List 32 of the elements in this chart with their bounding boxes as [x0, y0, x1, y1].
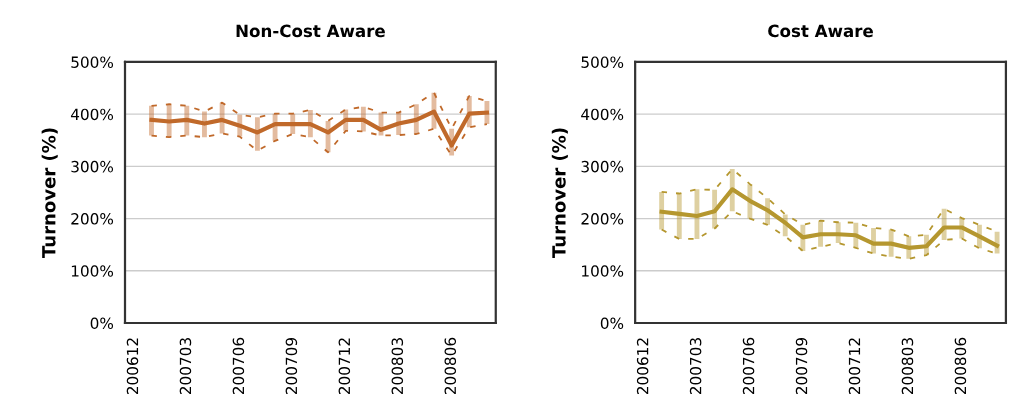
x-tick-label: 200612: [636, 338, 649, 395]
x-tick-label: 200703: [179, 338, 192, 395]
x-tick-label: 200706: [232, 337, 245, 395]
x-tick-label: 200709: [285, 337, 298, 395]
y-tick-label: 400%: [581, 108, 624, 121]
y-tick-label: 400%: [70, 108, 114, 121]
x-tick-label: 200709: [795, 337, 808, 395]
line-series: [659, 187, 1000, 250]
y-tick-label: 0%: [600, 317, 624, 330]
chart-title: Non-Cost Aware: [236, 24, 385, 38]
x-tick-label: 200803: [391, 338, 404, 395]
chart-title: Cost Aware: [768, 24, 873, 38]
x-tick-label: 200803: [901, 338, 914, 395]
y-axis-title: Turnover (%): [551, 128, 568, 258]
x-tick-label: 200712: [848, 338, 861, 395]
y-axis-title: Turnover (%): [41, 128, 58, 258]
x-tick-label: 200806: [444, 337, 457, 395]
y-tick-label: 500%: [581, 56, 624, 68]
x-tick-label: 200706: [742, 337, 755, 395]
y-tick-label: 300%: [71, 160, 114, 173]
y-tick-label: 100%: [71, 265, 114, 277]
x-tick-label: 200712: [338, 338, 351, 395]
y-tick-label: 200%: [71, 213, 114, 225]
y-tick-label: 500%: [71, 56, 114, 68]
y-tick-label: 200%: [581, 213, 624, 225]
x-tick-label: 200806: [954, 337, 967, 395]
line-series: [149, 109, 490, 148]
x-tick-label: 200612: [126, 338, 139, 395]
y-tick-label: 0%: [90, 317, 114, 330]
y-tick-label: 100%: [582, 265, 624, 277]
x-tick-label: 200703: [689, 338, 702, 395]
y-tick-label: 300%: [581, 160, 624, 173]
